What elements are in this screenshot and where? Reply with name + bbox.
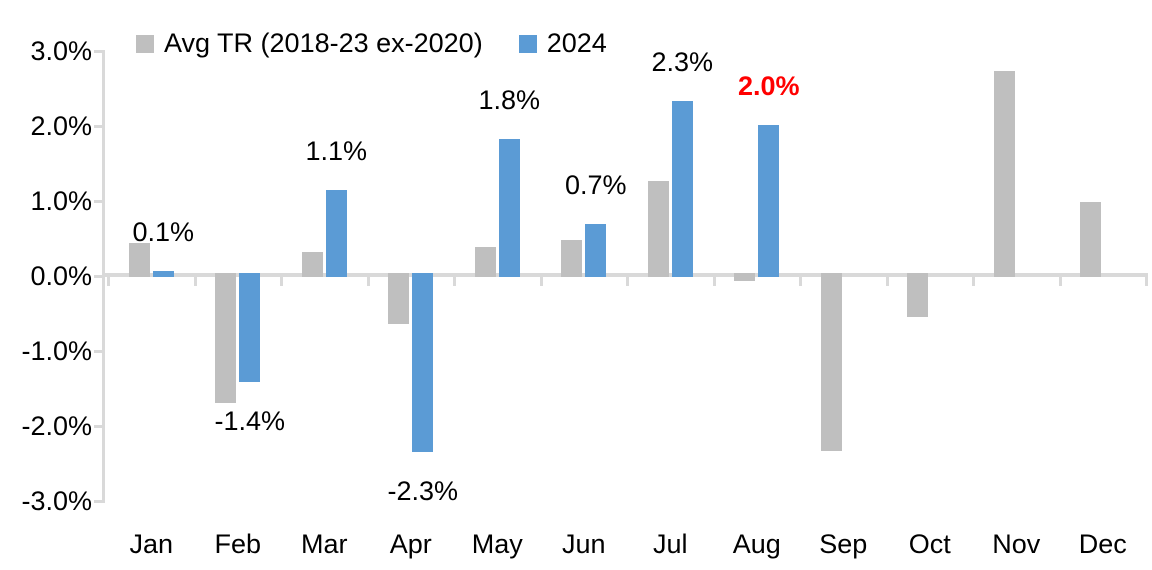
data-label-feb: -1.4% (214, 406, 286, 437)
y-axis-tick (94, 500, 102, 503)
legend-swatch-2024-icon (518, 34, 537, 53)
legend-label-2024: 2024 (546, 28, 607, 58)
y-axis-tick (94, 350, 102, 353)
legend-item-2024: 2024 (518, 28, 607, 59)
x-axis-tick (193, 277, 197, 286)
y-axis-tick-label: -3.0% (21, 486, 92, 516)
data-label-jun: 0.7% (564, 170, 627, 200)
bar-2024-aug (758, 125, 780, 277)
data-label-jan: 0.1% (132, 217, 195, 248)
y-axis-tick-label: -1.0% (21, 336, 92, 366)
y-axis-tick (94, 50, 102, 53)
y-axis-tick (94, 425, 102, 428)
x-axis-tick (1058, 277, 1062, 286)
bar-avg-tr-mar (301, 251, 323, 277)
y-axis-tick (94, 125, 102, 128)
data-label-apr: -2.3% (387, 476, 459, 506)
x-axis-label-jan: Jan (129, 529, 174, 559)
x-axis-tick (107, 277, 110, 286)
x-axis-label-sep: Sep (819, 529, 868, 559)
legend-swatch-avg-tr-icon (136, 34, 154, 53)
bar-avg-tr-apr (388, 273, 410, 324)
x-axis-tick (539, 277, 543, 286)
bar-2024-jun (585, 224, 607, 277)
x-axis-label-jun: Jun (561, 529, 606, 559)
x-axis-tick (885, 277, 889, 286)
bar-2024-feb (239, 273, 261, 383)
bar-avg-tr-aug (734, 273, 756, 281)
data-label-jul: 2.3% (651, 47, 714, 77)
bar-avg-tr-sep (820, 273, 842, 452)
y-axis-tick-label: -2.0% (21, 411, 92, 441)
data-label-mar: 1.1% (305, 136, 368, 167)
bar-avg-tr-jun (561, 239, 583, 277)
bar-avg-tr-jan (128, 242, 150, 277)
bar-avg-tr-jul (647, 181, 669, 277)
bar-2024-mar (325, 190, 347, 277)
bar-2024-may (498, 138, 520, 277)
x-axis-label-may: May (471, 529, 523, 559)
chart-legend: Avg TR (2018-23 ex-2020) 2024 (136, 28, 607, 59)
y-axis-tick-label: 3.0% (30, 36, 92, 66)
x-axis-zero-line (102, 273, 1148, 277)
bar-2024-jul (671, 101, 693, 277)
x-axis-tick (712, 277, 716, 286)
x-axis-tick (280, 277, 283, 286)
bar-2024-jan (152, 271, 174, 277)
y-axis-tick-label: 0.0% (30, 261, 92, 291)
x-axis-tick (366, 277, 370, 286)
x-axis-label-mar: Mar (301, 529, 348, 559)
y-axis-tick (94, 275, 102, 278)
legend-label-avg-tr: Avg TR (2018-23 ex-2020) (164, 28, 483, 58)
y-axis-tick (94, 200, 102, 203)
x-axis-tick (799, 277, 802, 286)
bar-avg-tr-nov (993, 71, 1015, 277)
x-axis-label-feb: Feb (214, 529, 262, 559)
x-axis-label-nov: Nov (992, 529, 1041, 559)
x-axis-tick (453, 277, 456, 286)
x-axis-tick (626, 277, 629, 286)
x-axis-label-jul: Jul (652, 529, 688, 559)
bar-avg-tr-feb (215, 273, 237, 403)
x-axis-label-oct: Oct (908, 529, 951, 559)
x-axis-label-apr: Apr (389, 529, 432, 559)
data-label-aug: 2.0% (737, 71, 800, 101)
y-axis-tick-label: 1.0% (30, 186, 92, 216)
x-axis-tick (1145, 277, 1148, 286)
x-axis-tick (972, 277, 975, 286)
bar-2024-apr (412, 273, 434, 452)
bar-avg-tr-dec (1080, 202, 1102, 277)
x-axis-label-aug: Aug (732, 529, 781, 559)
legend-item-avg-tr: Avg TR (2018-23 ex-2020) (136, 28, 483, 59)
data-label-may: 1.8% (478, 84, 541, 115)
bar-avg-tr-may (474, 247, 496, 277)
x-axis-label-dec: Dec (1078, 529, 1127, 559)
y-axis-tick-label: 2.0% (30, 111, 92, 141)
bar-avg-tr-oct (907, 273, 929, 317)
